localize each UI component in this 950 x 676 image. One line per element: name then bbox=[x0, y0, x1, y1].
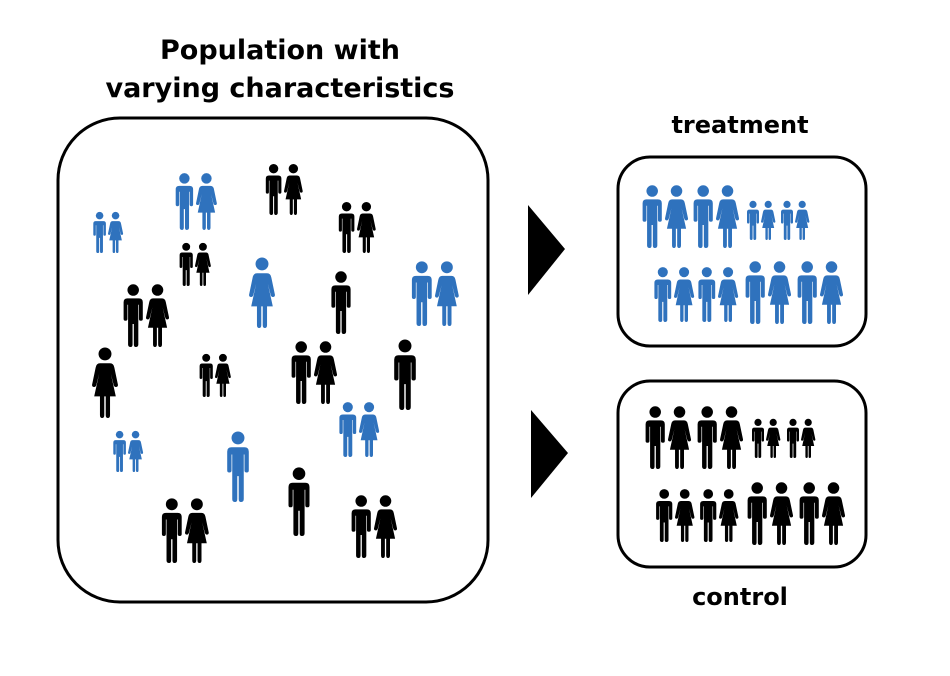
population-title: Population with varying characteristics bbox=[90, 32, 470, 108]
right-arrow-icon bbox=[528, 205, 565, 295]
right-arrow-icon bbox=[531, 410, 568, 498]
population-panel bbox=[56, 116, 490, 604]
control-title: control bbox=[692, 583, 788, 611]
treatment-title: treatment bbox=[671, 111, 809, 139]
population-title-line1: Population with bbox=[159, 35, 401, 66]
population-title-line2: varying characteristics bbox=[105, 73, 455, 104]
